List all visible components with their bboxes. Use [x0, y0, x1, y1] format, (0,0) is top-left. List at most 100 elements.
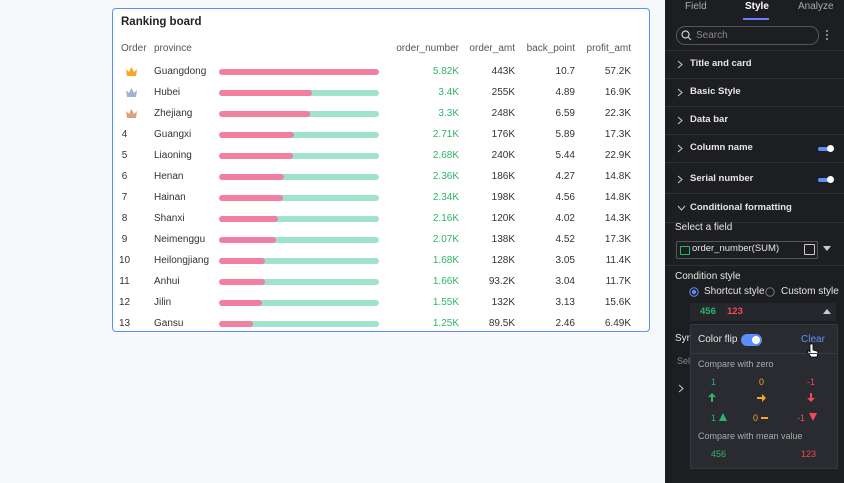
cell: 240K — [491, 150, 515, 161]
cell: 5.82K — [432, 66, 459, 77]
section-title[interactable]: Data bar — [690, 114, 729, 125]
ranking-card: Ranking board Order province order_number o… — [112, 8, 650, 332]
cell: 2.71K — [432, 129, 459, 140]
province: Guangdong — [154, 66, 207, 77]
arrow-right — [757, 394, 766, 402]
popup: Color flip Clear Compare with zero 1 0 -… — [690, 324, 838, 469]
cell: 3.04 — [555, 276, 575, 287]
bar — [219, 195, 284, 201]
bar-track — [219, 111, 379, 117]
cell: 255K — [491, 87, 515, 98]
bar-track — [219, 90, 379, 96]
order-number: 10 — [118, 255, 131, 266]
radio-label[interactable]: Shortcut style — [704, 286, 765, 297]
order-number: 13 — [118, 318, 131, 329]
section-title[interactable]: Title and card — [690, 58, 752, 69]
cell: 132K — [491, 297, 515, 308]
cell: 1.55K — [432, 297, 459, 308]
rank-crown — [125, 87, 138, 98]
cell: 4.27 — [555, 171, 575, 182]
cell: 3.13 — [555, 297, 575, 308]
bar-track — [219, 237, 379, 243]
bar — [219, 111, 310, 117]
tab[interactable]: Style — [745, 1, 769, 12]
search-icon — [681, 30, 692, 41]
bar — [219, 90, 313, 96]
cell: 5.89 — [555, 129, 575, 140]
zero-value: -1 — [807, 377, 816, 387]
province: Neimenggu — [154, 234, 206, 245]
style-preview[interactable] — [690, 303, 836, 321]
section-title[interactable]: Column name — [690, 142, 753, 153]
rank-crown — [125, 108, 138, 119]
section-title[interactable]: Conditional formatting — [690, 202, 792, 213]
cell: 198K — [491, 192, 515, 203]
toggle[interactable] — [741, 334, 762, 346]
more-icon[interactable] — [825, 29, 829, 41]
province: Henan — [154, 171, 184, 182]
triangle-up — [719, 413, 727, 421]
hidden-label: Syn — [675, 333, 693, 344]
order-number: 11 — [119, 276, 130, 287]
cell: 3.05 — [555, 255, 575, 266]
order-number: 7 — [121, 192, 128, 203]
divider — [665, 134, 844, 135]
province: Heilongjiang — [154, 255, 210, 266]
section-title[interactable]: Serial number — [690, 173, 754, 184]
chevron — [677, 175, 685, 184]
province: Zhejiang — [154, 108, 193, 119]
bar-track — [219, 132, 379, 138]
order-number: 8 — [121, 213, 128, 224]
bar-track — [219, 195, 379, 201]
bar-track — [219, 321, 379, 327]
cell: 3.3K — [438, 108, 459, 119]
caret[interactable] — [823, 246, 831, 252]
column-header: order_number — [396, 43, 459, 54]
search-placeholder: Search — [696, 30, 728, 41]
caret[interactable] — [823, 309, 831, 315]
cell: 57.2K — [604, 66, 631, 77]
cell: 6.59 — [555, 108, 575, 119]
label: Condition style — [675, 271, 741, 282]
divider — [665, 78, 844, 79]
province: Liaoning — [154, 150, 192, 161]
cell: 22.3K — [604, 108, 631, 119]
radio-label[interactable]: Custom style — [781, 286, 839, 297]
province: Jilin — [154, 297, 172, 308]
cell: 2.68K — [432, 150, 459, 161]
province: Anhui — [154, 276, 180, 287]
toggle[interactable] — [818, 176, 834, 183]
bar — [219, 321, 254, 327]
bar-track — [219, 216, 379, 222]
preview-value: 123 — [727, 306, 743, 317]
bar-track — [219, 258, 379, 264]
column-header: Order — [121, 43, 147, 54]
cell: 120K — [491, 213, 515, 224]
field-select[interactable] — [676, 241, 818, 259]
bar — [219, 69, 379, 75]
cell: 11.4K — [605, 255, 631, 266]
arrow-down — [807, 393, 815, 402]
radio[interactable] — [765, 287, 775, 297]
tab[interactable]: Analyze — [798, 1, 834, 12]
toggle[interactable] — [818, 145, 834, 152]
clear-button[interactable]: Clear — [801, 334, 825, 345]
order-number: 9 — [121, 234, 128, 245]
tab[interactable]: Field — [685, 1, 707, 12]
cell: 14.3K — [604, 213, 631, 224]
cell: 14.8K — [604, 192, 631, 203]
search-box[interactable] — [676, 26, 819, 45]
order-number: 5 — [121, 150, 128, 161]
label: Color flip — [698, 334, 738, 345]
rank-crown — [125, 66, 138, 77]
settings-panel: Field Style Analyze Search Title and car… — [665, 0, 844, 483]
radio[interactable] — [689, 287, 699, 297]
order-number: 4 — [121, 129, 128, 140]
province: Guangxi — [154, 129, 192, 140]
cell: 1.25K — [432, 318, 459, 329]
chevron — [677, 204, 686, 213]
cell: 14.8K — [604, 171, 631, 182]
bar-track — [219, 300, 379, 306]
section-title[interactable]: Basic Style — [690, 86, 741, 97]
